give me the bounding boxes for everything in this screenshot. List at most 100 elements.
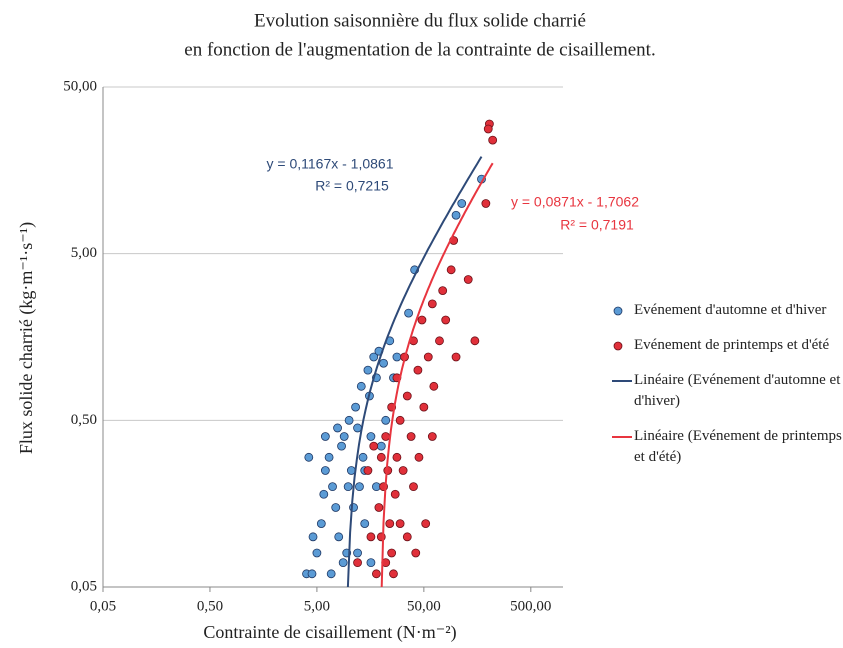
- point: [351, 402, 360, 412]
- point: [316, 519, 326, 529]
- x-tick-label: 50,00: [407, 598, 441, 614]
- point: [374, 503, 384, 512]
- point: [371, 569, 381, 579]
- legend-icon: [612, 380, 632, 382]
- legend-label: Linéaire (Evénement de printemps et d'ét…: [634, 428, 842, 465]
- trend-r2: R² = 0,7215: [315, 178, 389, 194]
- point: [402, 391, 412, 401]
- point: [446, 265, 456, 275]
- legend-entry: Evénement de printemps et d'été: [612, 335, 842, 356]
- point: [451, 210, 461, 220]
- point: [402, 532, 412, 542]
- point: [398, 466, 408, 475]
- point: [343, 482, 353, 492]
- point: [324, 452, 334, 462]
- point: [470, 336, 480, 346]
- legend: Evénement d'automne et d'hiver Evénement …: [612, 300, 842, 482]
- y-axis-label: Flux solide charrié (kg·m⁻¹·s⁻¹): [16, 222, 37, 454]
- legend-icon: [612, 436, 632, 438]
- point: [334, 532, 344, 542]
- point: [395, 519, 405, 529]
- point: [333, 423, 342, 433]
- point: [366, 558, 376, 568]
- legend-icon: [613, 341, 623, 351]
- point: [419, 402, 429, 412]
- point: [320, 466, 330, 475]
- trendline: [380, 162, 494, 588]
- point: [358, 452, 368, 462]
- point: [356, 381, 366, 391]
- point: [421, 519, 431, 529]
- x-tick-label: 0,50: [197, 598, 223, 614]
- chart-title: en fonction de l'augmentation de la cont…: [184, 39, 655, 60]
- point: [438, 286, 448, 296]
- point: [353, 558, 362, 568]
- point: [385, 519, 395, 529]
- trend-r2: R² = 0,7191: [560, 217, 634, 233]
- point: [392, 352, 402, 362]
- point: [481, 199, 491, 208]
- point: [387, 548, 397, 558]
- trendline: [346, 156, 483, 588]
- legend-label: Linéaire (Evénement d'automne et d'hiver…: [634, 372, 841, 409]
- x-axis-label: Contrainte de cisaillement (N·m⁻²): [203, 622, 456, 643]
- point: [435, 336, 444, 346]
- point: [404, 308, 413, 318]
- point: [344, 415, 354, 425]
- point: [338, 558, 348, 568]
- point: [360, 519, 370, 529]
- legend-label: Evénement de printemps et d'été: [634, 337, 830, 353]
- point: [339, 432, 349, 441]
- point: [414, 452, 424, 462]
- point: [406, 432, 416, 441]
- point: [457, 199, 467, 208]
- y-tick-label: 5,00: [71, 245, 97, 261]
- point: [307, 569, 317, 579]
- point: [390, 489, 400, 499]
- point: [423, 352, 433, 362]
- point: [488, 135, 498, 145]
- trend-equation: y = 0,1167x - 1,0861: [267, 156, 394, 172]
- point: [379, 358, 388, 368]
- trend-equation: y = 0,0871x - 1,7062: [511, 194, 639, 210]
- point: [308, 532, 318, 542]
- point: [366, 432, 376, 441]
- legend-entry: Linéaire (Evénement d'automne et d'hiver…: [612, 370, 842, 412]
- chart-title: Evolution saisonnière du flux solide cha…: [254, 10, 586, 31]
- point: [353, 548, 362, 558]
- point: [376, 441, 386, 451]
- legend-entry: Linéaire (Evénement de printemps et d'ét…: [612, 426, 842, 468]
- point: [337, 441, 346, 451]
- point: [320, 432, 330, 441]
- legend-icon: [613, 306, 623, 316]
- point: [363, 365, 373, 375]
- point: [328, 482, 337, 492]
- point: [411, 548, 421, 558]
- point: [427, 299, 437, 309]
- point: [392, 452, 402, 462]
- point: [326, 569, 336, 579]
- point: [376, 452, 386, 462]
- point: [427, 432, 437, 441]
- point: [331, 503, 341, 512]
- point: [304, 452, 314, 462]
- point: [441, 315, 451, 325]
- point: [389, 569, 398, 579]
- point: [312, 548, 322, 558]
- y-tick-label: 0,50: [71, 412, 97, 428]
- point: [381, 415, 391, 425]
- point: [369, 441, 379, 451]
- point: [366, 532, 376, 542]
- point: [363, 466, 373, 475]
- legend-marker: [613, 306, 623, 316]
- legend-marker: [613, 341, 623, 351]
- legend-entry: Evénement d'automne et d'hiver: [612, 300, 842, 321]
- x-tick-label: 5,00: [304, 598, 330, 614]
- point: [483, 124, 493, 134]
- point: [413, 365, 423, 375]
- point: [369, 352, 379, 362]
- point: [409, 482, 418, 492]
- y-tick-label: 0,05: [71, 578, 97, 594]
